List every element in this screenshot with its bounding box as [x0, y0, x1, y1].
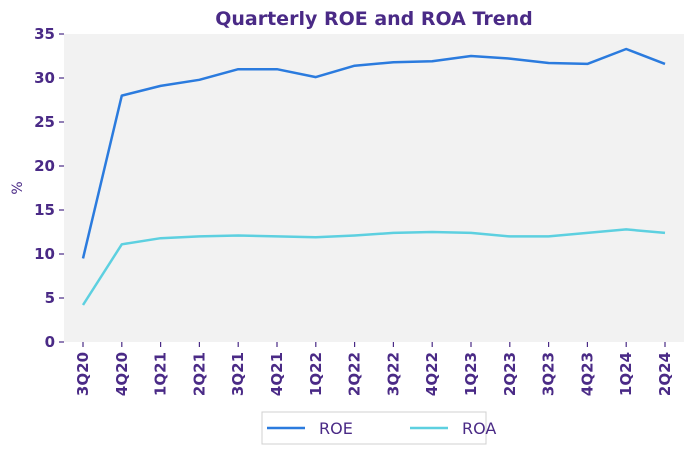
plot-area [64, 34, 684, 342]
x-tick-label: 4Q23 [578, 352, 596, 396]
x-tick-label: 2Q21 [190, 352, 208, 396]
y-tick-label: 30 [34, 69, 55, 87]
x-tick-label: 2Q22 [346, 352, 364, 396]
x-tick-label: 4Q22 [423, 352, 441, 396]
y-tick-label: 20 [34, 157, 55, 175]
y-tick-label: 35 [34, 25, 55, 43]
y-tick-label: 15 [34, 201, 55, 219]
x-tick-label: 1Q21 [152, 352, 170, 396]
x-tick-label: 1Q23 [462, 352, 480, 396]
x-tick-label: 3Q20 [74, 352, 92, 396]
series-line-roa [81, 228, 666, 306]
y-tick-label: 0 [45, 333, 55, 351]
x-tick-label: 3Q22 [384, 352, 402, 396]
series-layer [81, 47, 666, 306]
x-axis: 3Q20 4Q20 1Q21 2Q21 3Q21 4Q21 1Q22 2Q22 3Q22 4Q22… [74, 342, 674, 396]
series-line-roe [81, 47, 666, 259]
y-tick-label: 5 [45, 289, 55, 307]
x-tick-label: 3Q21 [229, 352, 247, 396]
x-tick-label: 2Q23 [501, 352, 519, 396]
x-tick-label: 1Q24 [617, 352, 635, 396]
legend: ROE ROA [261, 411, 496, 445]
y-tick-label: 25 [34, 113, 55, 131]
x-tick-label: 4Q21 [268, 352, 286, 396]
legend-label-roa: ROA [462, 419, 496, 438]
x-tick-label: 4Q20 [113, 352, 131, 396]
y-axis-label: % [10, 181, 26, 194]
chart-title: Quarterly ROE and ROA Trend [215, 8, 533, 30]
x-tick-label: 2Q24 [656, 352, 674, 396]
y-tick-label: 10 [34, 245, 55, 263]
y-axis: 0 5 10 15 20 25 30 35 [34, 25, 64, 351]
legend-label-roe: ROE [319, 419, 353, 438]
x-tick-label: 1Q22 [307, 352, 325, 396]
x-tick-label: 3Q23 [540, 352, 558, 396]
